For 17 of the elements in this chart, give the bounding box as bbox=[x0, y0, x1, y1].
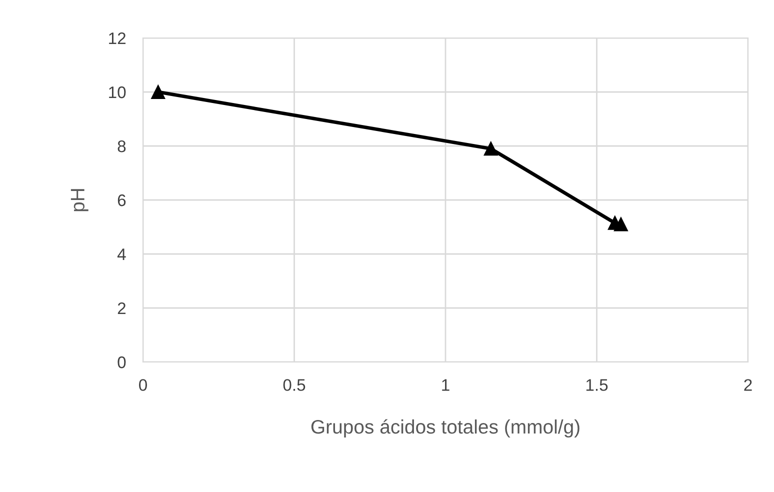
y-tick-label: 10 bbox=[109, 86, 126, 98]
y-tick-label: 4 bbox=[117, 248, 126, 260]
y-axis-title: pH bbox=[70, 189, 88, 212]
y-tick-label: 12 bbox=[109, 32, 126, 44]
point bbox=[484, 142, 498, 156]
x-tick-label: 2 bbox=[744, 379, 752, 391]
y-tick-label: 6 bbox=[118, 194, 126, 206]
x-tick-label: 1 bbox=[442, 379, 450, 391]
y-tick-label: 8 bbox=[118, 140, 126, 152]
x-tick-label: 0 bbox=[139, 379, 147, 391]
point bbox=[151, 85, 166, 99]
x-axis-title: Grupos ácidos totales (mmol/g) bbox=[311, 419, 580, 438]
point bbox=[614, 217, 628, 232]
y-tick-label: 2 bbox=[118, 302, 126, 314]
x-tick-label: 1.5 bbox=[586, 379, 608, 391]
x-tick-label: 0.5 bbox=[283, 379, 306, 391]
y-tick-label: 0 bbox=[118, 356, 126, 368]
